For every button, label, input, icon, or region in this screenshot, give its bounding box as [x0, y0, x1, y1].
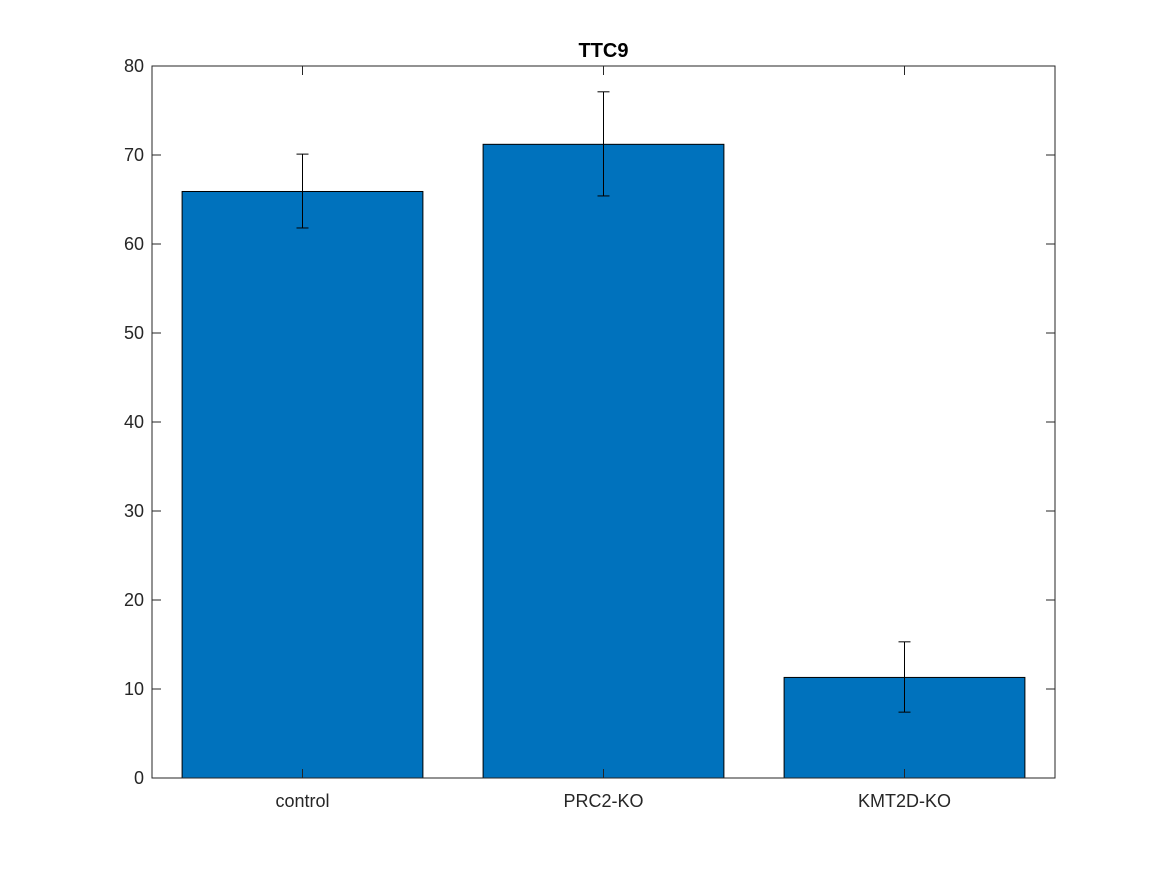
x-tick-labels: control PRC2-KO KMT2D-KO [275, 791, 951, 811]
chart-title: TTC9 [579, 40, 629, 62]
y-tick-label: 0 [134, 768, 144, 788]
y-tick-label: 60 [124, 234, 144, 254]
bar-control [181, 190, 424, 779]
y-tick-labels: 0 10 20 30 40 50 60 70 80 [124, 56, 144, 788]
axis-ticks [152, 65, 1055, 779]
bars [181, 143, 1026, 779]
x-tick-label: PRC2-KO [563, 791, 643, 811]
y-tick-label: 50 [124, 323, 144, 343]
x-tick-label: control [275, 791, 329, 811]
x-tick-label: KMT2D-KO [858, 791, 951, 811]
y-tick-label: 80 [124, 56, 144, 76]
error-bars [296, 91, 911, 713]
y-tick-label: 40 [124, 412, 144, 432]
y-tick-label: 20 [124, 590, 144, 610]
y-tick-label: 30 [124, 501, 144, 521]
y-tick-label: 10 [124, 679, 144, 699]
bar-prc2-ko [482, 143, 725, 779]
y-tick-label: 70 [124, 145, 144, 165]
